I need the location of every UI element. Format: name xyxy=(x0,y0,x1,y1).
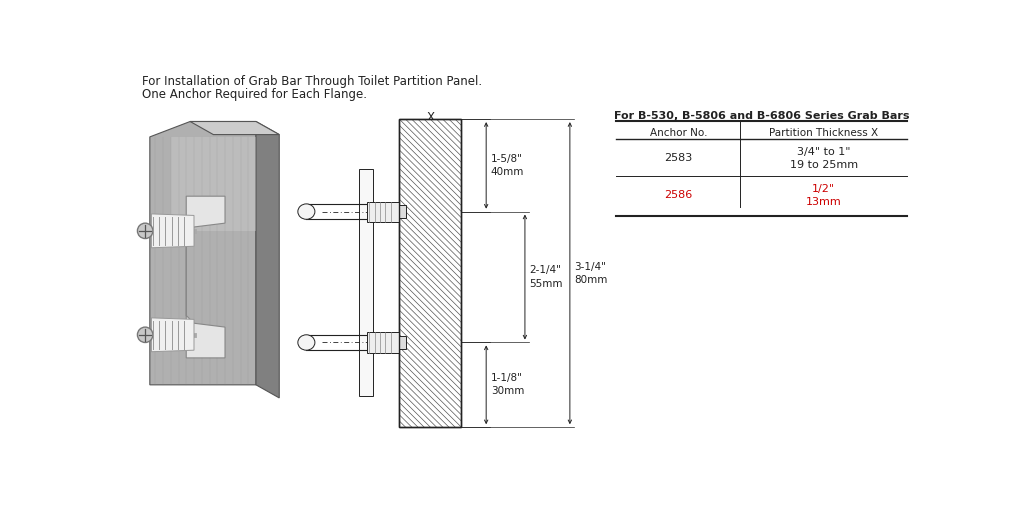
Text: 1-1/8"
30mm: 1-1/8" 30mm xyxy=(491,373,524,396)
Text: 13mm: 13mm xyxy=(806,197,842,206)
Bar xyxy=(359,169,373,396)
Text: For Installation of Grab Bar Through Toilet Partition Panel.: For Installation of Grab Bar Through Toi… xyxy=(142,75,482,88)
Polygon shape xyxy=(187,196,226,358)
Text: 1-5/8"
40mm: 1-5/8" 40mm xyxy=(491,154,524,177)
Text: 3/4" to 1": 3/4" to 1" xyxy=(797,147,851,157)
Text: Anchor No.: Anchor No. xyxy=(650,129,707,138)
Ellipse shape xyxy=(137,223,153,239)
Text: One Anchor Required for Each Flange.: One Anchor Required for Each Flange. xyxy=(142,88,367,101)
Polygon shape xyxy=(190,121,279,135)
Polygon shape xyxy=(152,318,194,352)
Text: X: X xyxy=(426,111,435,124)
Text: 2-1/4"
55mm: 2-1/4" 55mm xyxy=(530,265,563,289)
Polygon shape xyxy=(171,137,256,231)
Text: 19 to 25mm: 19 to 25mm xyxy=(789,160,858,169)
Ellipse shape xyxy=(298,204,315,219)
Bar xyxy=(400,205,406,218)
Bar xyxy=(367,332,400,352)
Text: 1/2": 1/2" xyxy=(812,184,835,194)
Polygon shape xyxy=(256,121,279,398)
Text: Partition Thickness X: Partition Thickness X xyxy=(769,129,878,138)
Bar xyxy=(367,202,400,222)
Bar xyxy=(400,336,406,349)
Ellipse shape xyxy=(137,327,153,343)
Polygon shape xyxy=(152,214,194,248)
Text: 2586: 2586 xyxy=(664,189,693,200)
Text: For B-530, B-5806 and B-6806 Series Grab Bars: For B-530, B-5806 and B-6806 Series Grab… xyxy=(614,112,909,121)
Text: 3-1/4"
80mm: 3-1/4" 80mm xyxy=(575,262,608,285)
Ellipse shape xyxy=(298,335,315,350)
Bar xyxy=(400,119,461,427)
Bar xyxy=(400,119,461,427)
Text: 2583: 2583 xyxy=(664,153,693,163)
Polygon shape xyxy=(150,121,256,385)
